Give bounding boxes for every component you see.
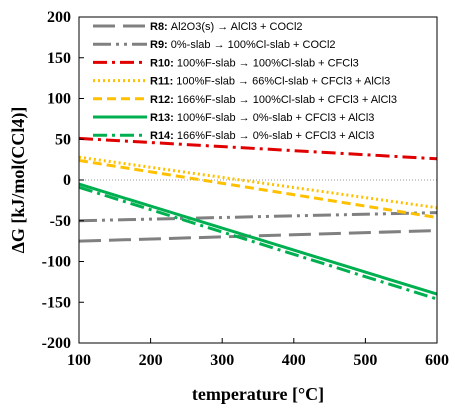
legend-id: R8: — [150, 21, 171, 33]
plot-area — [78, 136, 438, 301]
y-tick-label: 200 — [47, 9, 71, 26]
legend-entry: R13: 100%F-slab → 0%-slab + CFCl3 + AlCl… — [150, 112, 374, 124]
y-tick-label: 100 — [47, 91, 71, 108]
legend-label: 0%-slab → 100%Cl-slab + COCl2 — [171, 39, 336, 51]
series-line-r9 — [78, 211, 438, 223]
x-tick-label: 500 — [353, 352, 377, 369]
series-line-r10 — [78, 136, 438, 161]
y-tick-label: 150 — [47, 50, 71, 67]
legend-label: 100%F-slab → 100%Cl-slab + CFCl3 — [177, 57, 359, 69]
series-line-r11 — [78, 155, 438, 210]
y-tick-label: -150 — [42, 294, 71, 311]
y-tick-label: 0 — [63, 172, 71, 189]
legend-id: R13: — [150, 112, 177, 124]
legend-id: R12: — [150, 94, 177, 106]
y-tick-label: -50 — [50, 213, 71, 230]
x-tick-label: 300 — [210, 352, 234, 369]
legend-label: 166%F-slab → 100%Cl-slab + CFCl3 + AlCl3 — [177, 94, 397, 106]
legend-entry: R14: 166%F-slab → 0%-slab + CFCl3 + AlCl… — [150, 130, 374, 142]
legend-entry: R11: 100%F-slab → 66%Cl-slab + CFCl3 + A… — [150, 76, 390, 88]
x-tick-label: 600 — [425, 352, 449, 369]
legend-id: R11: — [150, 76, 176, 88]
legend-entry: R12: 166%F-slab → 100%Cl-slab + CFCl3 + … — [150, 94, 397, 106]
legend-label: 100%F-slab → 0%-slab + CFCl3 + AlCl3 — [177, 112, 374, 124]
x-tick-label: 400 — [282, 352, 306, 369]
legend-entry: R10: 100%F-slab → 100%Cl-slab + CFCl3 — [150, 57, 359, 69]
y-axis-title: ΔG [kJ/mol(CCl4)] — [8, 107, 29, 254]
y-tick-label: 50 — [55, 131, 71, 148]
y-tick-label: -200 — [42, 335, 71, 352]
series-line-r14 — [78, 185, 438, 301]
legend-id: R14: — [150, 130, 177, 142]
legend-entry: R8: Al2O3(s) → AlCl3 + COCl2 — [150, 21, 303, 33]
x-tick-label: 200 — [139, 352, 163, 369]
legend-entry: R9: 0%-slab → 100%Cl-slab + COCl2 — [150, 39, 336, 51]
legend-id: R10: — [150, 57, 177, 69]
y-tick-label: -100 — [42, 254, 71, 271]
legend-label: Al2O3(s) → AlCl3 + COCl2 — [171, 21, 303, 33]
legend-label: 166%F-slab → 0%-slab + CFCl3 + AlCl3 — [177, 130, 374, 142]
series-line-r13 — [78, 182, 438, 296]
x-tick-label: 100 — [67, 352, 91, 369]
series-line-r12 — [78, 158, 438, 219]
legend-id: R9: — [150, 39, 171, 51]
legend-label: 100%F-slab → 66%Cl-slab + CFCl3 + AlCl3 — [176, 76, 390, 88]
x-axis-title: temperature [°C] — [192, 384, 324, 404]
